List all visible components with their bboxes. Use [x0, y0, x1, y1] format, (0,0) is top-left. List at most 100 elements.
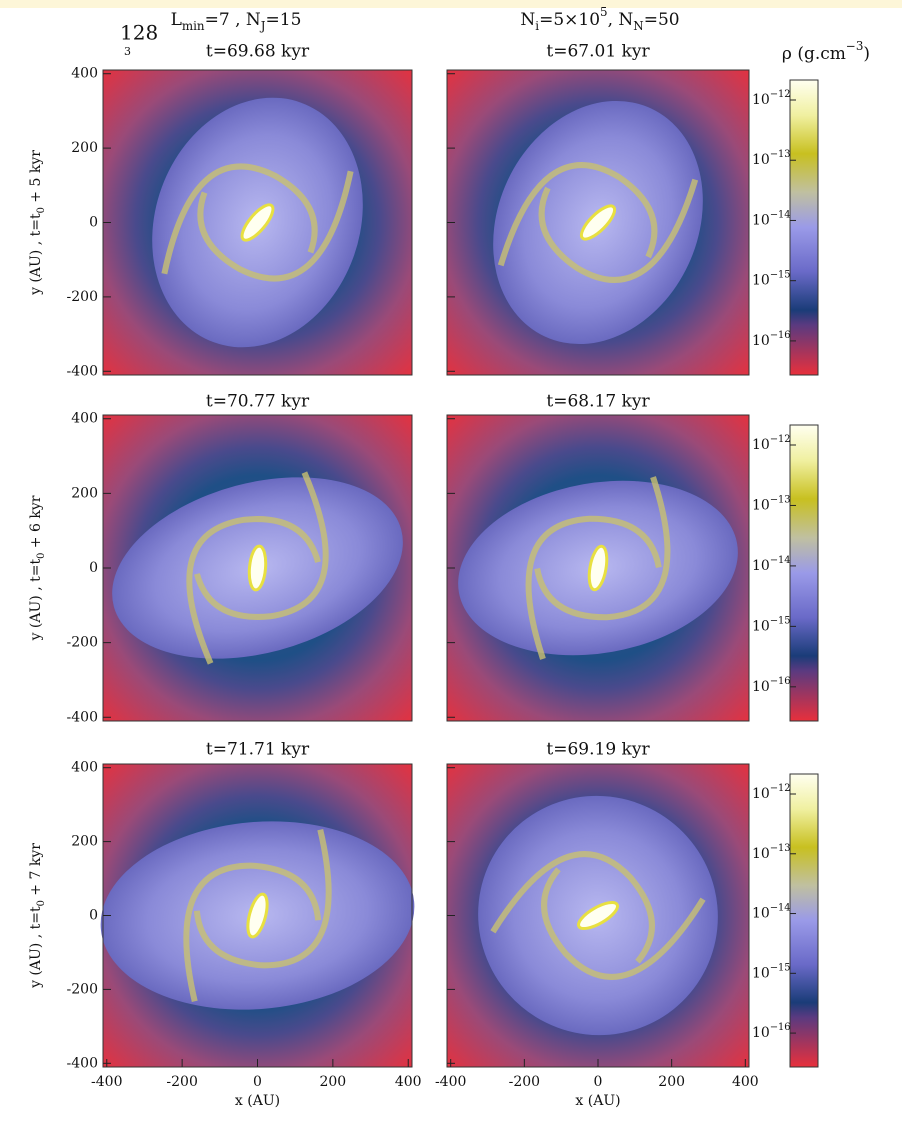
panel-title: t=68.17 kyr: [546, 392, 650, 412]
text-part: y (AU) , t=t: [28, 906, 44, 989]
text-part: 10: [752, 497, 770, 513]
text-part: 10: [752, 92, 770, 108]
text-part: −14: [770, 555, 791, 566]
text-part: −12: [770, 434, 791, 445]
text-part: 0: [36, 900, 47, 906]
colorbar-tick-label: 10−16: [752, 1022, 791, 1041]
panel-title: t=70.77 kyr: [206, 392, 310, 412]
text-part: −16: [770, 676, 791, 687]
y-tick-label: 200: [71, 140, 98, 156]
colorbar-tick-label: 10−12: [752, 783, 791, 802]
column-header: Ni=5×105, NN=50: [520, 5, 679, 33]
spiral-arm: [197, 170, 354, 282]
x-tick-label: 200: [658, 1074, 685, 1090]
text-part: 10: [752, 152, 770, 168]
colorbar-tick-label: 10−13: [752, 843, 791, 862]
colorbar-tick-label: 10−15: [752, 962, 791, 981]
colorbar-tick-label: 10−14: [752, 555, 791, 574]
spiral-arm: [538, 178, 699, 283]
spiral-arm: [183, 862, 322, 1002]
y-tick-label: -200: [67, 635, 98, 651]
y-tick-label: -400: [67, 709, 98, 725]
y-tick-label: 400: [71, 760, 98, 776]
page-band: [0, 0, 902, 8]
y-tick-label: -400: [67, 363, 98, 379]
x-tick-label: 0: [594, 1074, 603, 1090]
core: [587, 544, 609, 592]
text-part: 10: [752, 846, 770, 862]
text-part: −16: [770, 330, 791, 341]
text-part: ): [863, 44, 870, 64]
text-part: 0: [36, 553, 47, 559]
colorbar-tick-label: 10−15: [752, 615, 791, 634]
spiral-arm: [525, 515, 662, 660]
text-part: 10: [752, 1025, 770, 1041]
colorbar-title: ρ (g.cm−3): [782, 39, 870, 64]
y-tick-label: -200: [67, 289, 98, 305]
text-part: −12: [770, 89, 791, 100]
colorbar-tick-label: 10−15: [752, 270, 791, 289]
text-part: =15: [266, 10, 302, 30]
colorbar: [789, 773, 819, 1068]
colorbar-tick-label: 10−14: [752, 903, 791, 922]
page-marker: 3: [124, 45, 131, 58]
density-map: [446, 414, 750, 722]
spiral-arm: [490, 851, 655, 964]
text-part: −13: [770, 494, 791, 505]
text-part: 10: [752, 965, 770, 981]
y-tick-label: 0: [89, 215, 98, 231]
text-part: 10: [752, 437, 770, 453]
colorbar-tick-label: 10−12: [752, 434, 791, 453]
y-axis-label: y (AU) , t=t0 + 6 kyr: [28, 495, 47, 641]
text-part: , N: [608, 10, 634, 30]
panel-title: t=67.01 kyr: [546, 42, 650, 62]
spiral-arm: [541, 867, 706, 980]
x-tick-label: 400: [395, 1074, 422, 1090]
colorbar: [789, 424, 819, 722]
page-number: 128: [120, 21, 158, 45]
text-part: −15: [770, 962, 791, 973]
density-map: [102, 414, 413, 722]
colorbar-tick-label: 10−13: [752, 494, 791, 513]
x-tick-label: 200: [319, 1074, 346, 1090]
core: [240, 203, 275, 242]
text-part: + 7 kyr: [28, 843, 44, 900]
density-map: [102, 69, 413, 376]
core: [577, 901, 619, 930]
text-part: −12: [770, 783, 791, 794]
y-axis-label: y (AU) , t=t0 + 5 kyr: [28, 150, 47, 296]
core: [247, 544, 268, 592]
text-part: min: [182, 19, 205, 33]
spiral-arm: [534, 476, 671, 621]
text-part: y (AU) , t=t: [28, 213, 44, 296]
text-part: + 6 kyr: [28, 495, 44, 552]
x-tick-label: 0: [253, 1074, 262, 1090]
spiral-arm: [497, 162, 658, 267]
text-part: N: [520, 10, 535, 30]
text-part: ρ (g.cm: [782, 44, 846, 64]
text-part: −13: [770, 149, 791, 160]
density-map: [100, 763, 415, 1068]
text-part: 10: [752, 786, 770, 802]
x-axis-label: x (AU): [575, 1093, 620, 1109]
x-tick-label: 400: [732, 1074, 759, 1090]
text-part: + 5 kyr: [28, 150, 44, 207]
text-part: −15: [770, 615, 791, 626]
text-part: i: [535, 19, 539, 33]
spiral-arm: [161, 163, 318, 275]
colorbar-tick-label: 10−14: [752, 209, 791, 228]
colorbar-tick-label: 10−12: [752, 89, 791, 108]
text-part: y (AU) , t=t: [28, 559, 44, 642]
text-part: 10: [752, 618, 770, 634]
text-part: 10: [752, 212, 770, 228]
panel-title: t=69.19 kyr: [546, 740, 650, 760]
column-header: Lmin=7 , NJ=15: [171, 10, 302, 34]
x-tick-label: -200: [509, 1074, 540, 1090]
y-tick-label: 400: [71, 411, 98, 427]
text-part: −14: [770, 903, 791, 914]
y-tick-label: -200: [67, 981, 98, 997]
text-part: 10: [752, 679, 770, 695]
y-tick-label: 200: [71, 485, 98, 501]
text-part: −13: [770, 843, 791, 854]
